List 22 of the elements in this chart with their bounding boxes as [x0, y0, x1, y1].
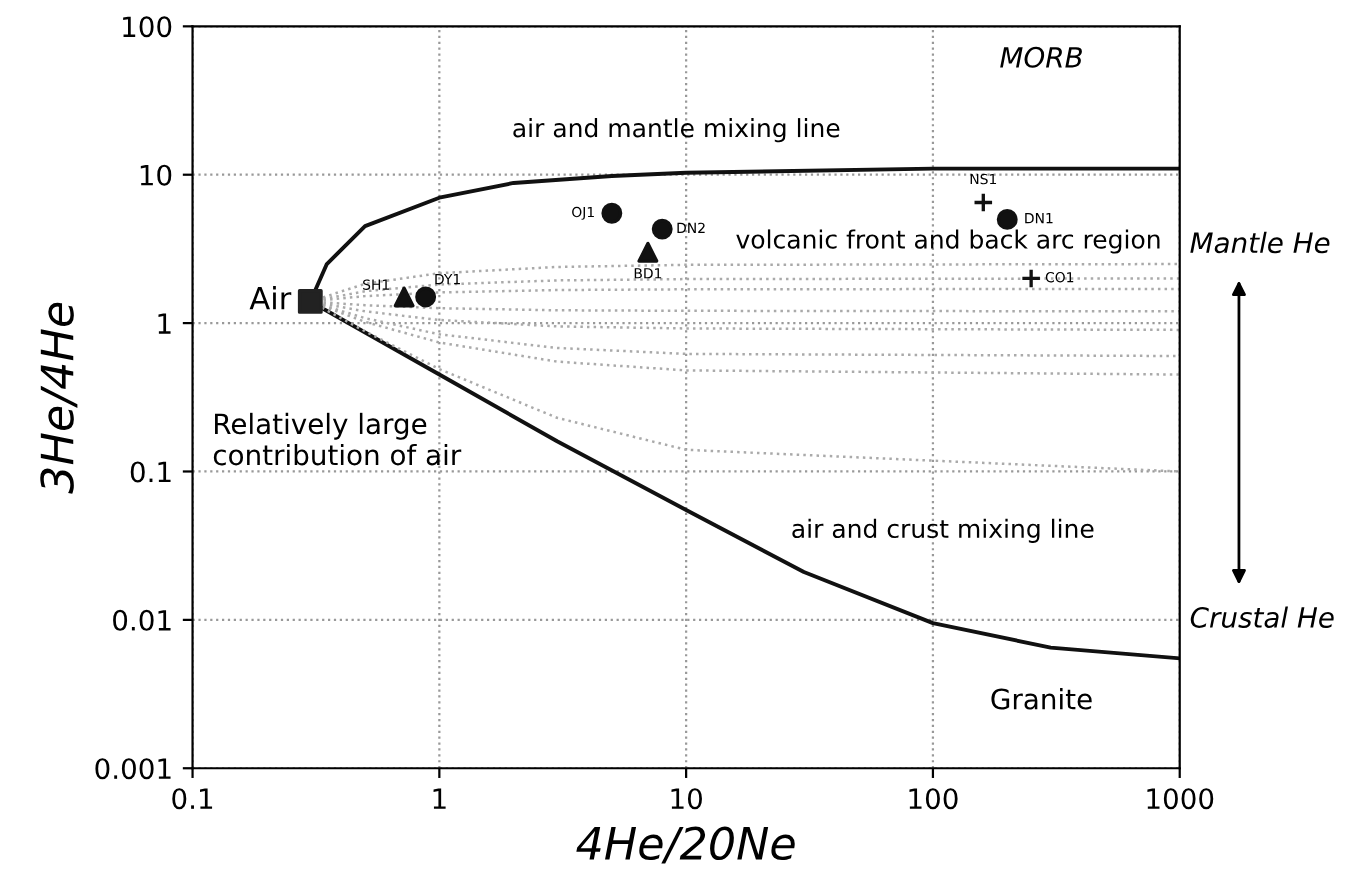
annotation: MORB	[1000, 46, 1082, 68]
annotation: volcanic front and back arc region	[736, 229, 1160, 254]
y-tick-label: 0.001	[95, 758, 171, 780]
y-tick-label: 0.01	[113, 609, 171, 631]
annotation: air and crust mixing line	[792, 518, 1094, 543]
x-tick-label: 0.1	[172, 788, 213, 810]
x-tick-label: 1	[433, 788, 446, 809]
x-tick-label: 10	[671, 788, 702, 810]
annotation: Air	[249, 286, 292, 310]
x-tick-label: 1000	[1147, 788, 1214, 810]
y-tick-label: 10	[140, 164, 172, 186]
y-axis-title: 3He/4He	[40, 302, 78, 494]
annotation: air and mantle mixing line	[513, 118, 840, 143]
y-tick-label: 0.1	[130, 461, 171, 483]
x-axis-title: 4He/20Ne	[576, 826, 795, 864]
y-tick-label: 100	[123, 16, 172, 38]
annotation: Granite	[991, 688, 1092, 710]
annotation: Relatively large contribution of air	[213, 412, 462, 466]
y-tick-label: 1	[158, 313, 171, 334]
text: Mantle He	[1190, 231, 1330, 254]
text: Crustal He	[1190, 606, 1334, 628]
x-tick-label: 100	[909, 788, 958, 810]
